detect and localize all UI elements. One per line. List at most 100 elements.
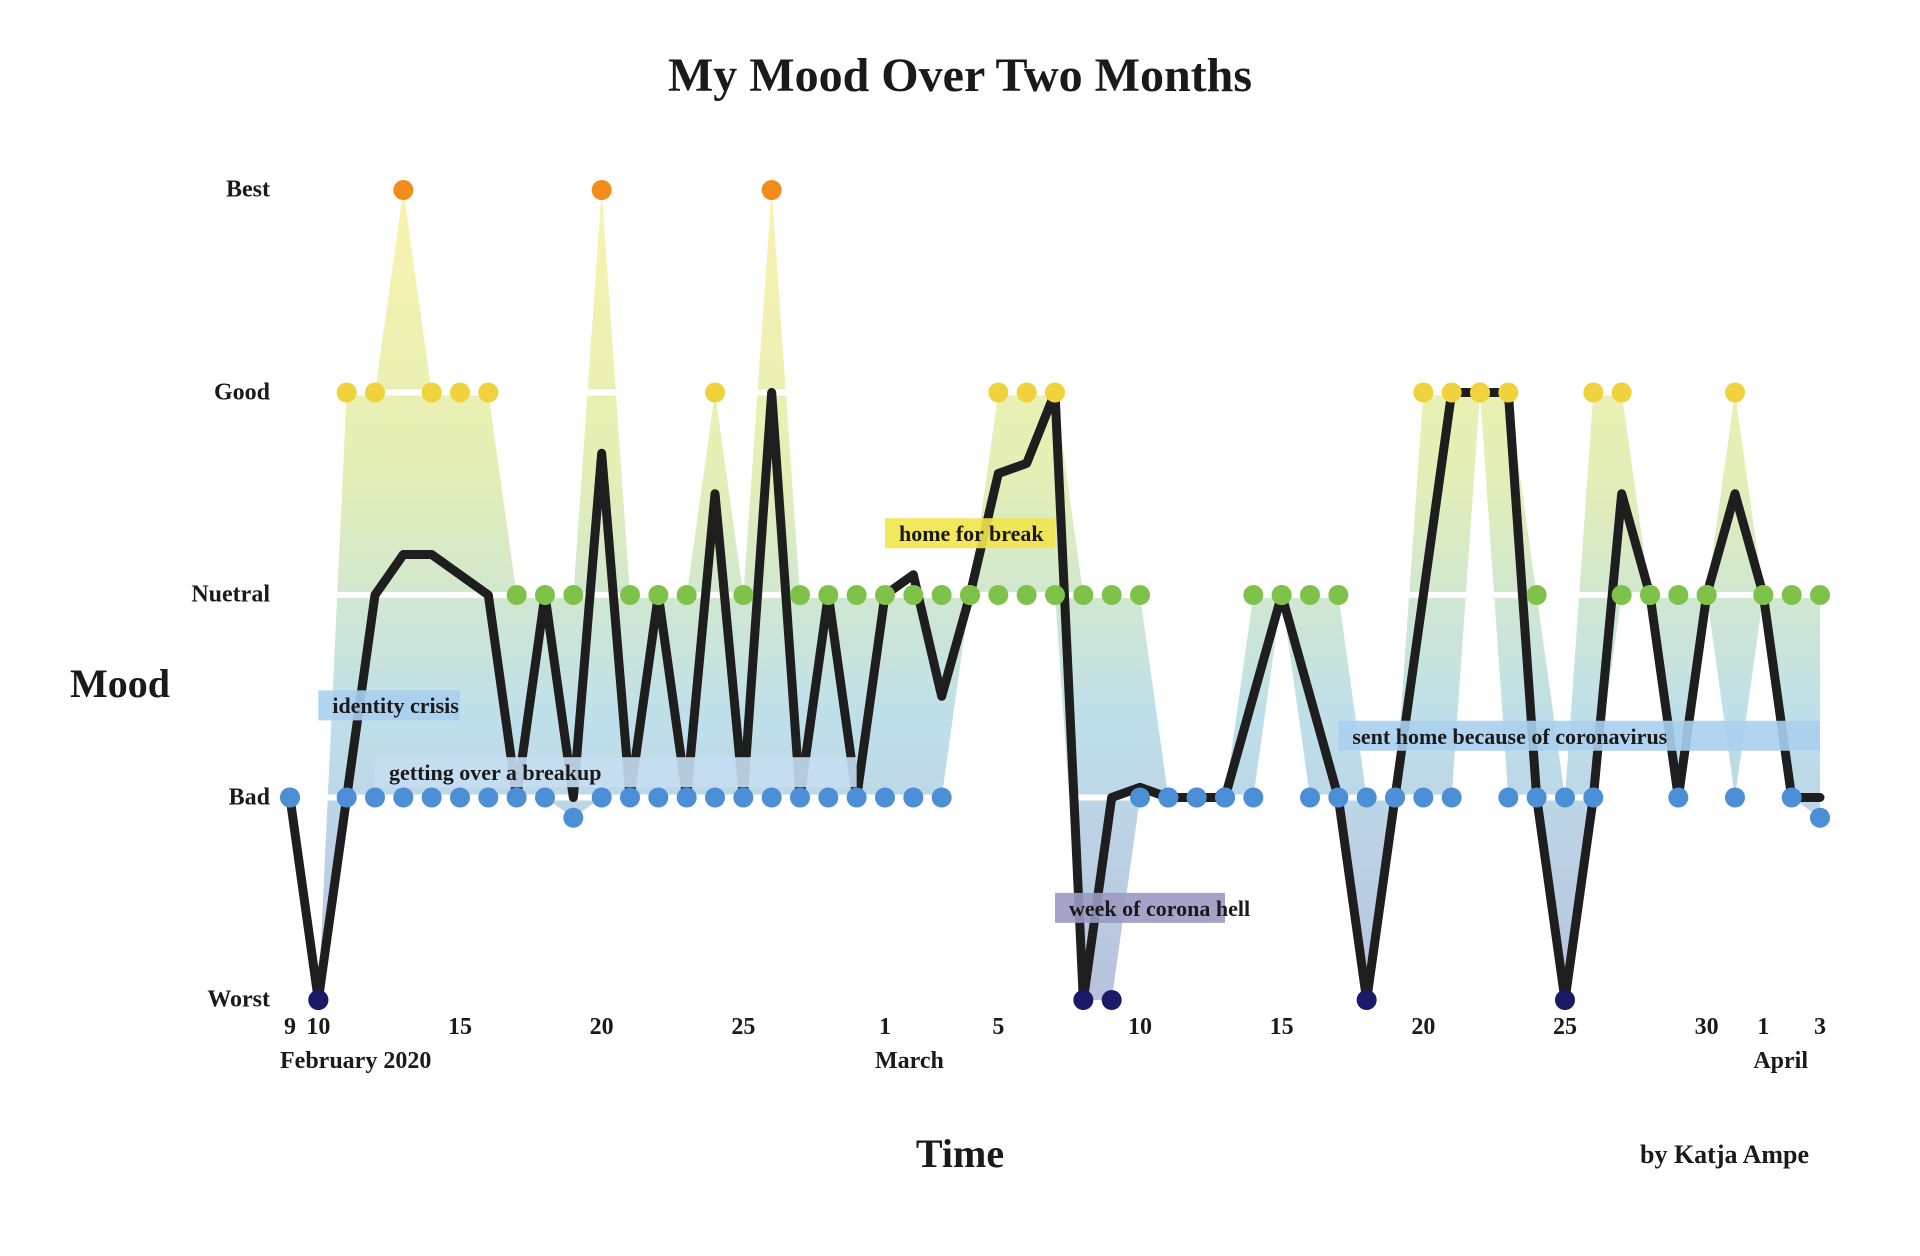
high-marker (1017, 383, 1037, 403)
low-marker (705, 788, 725, 808)
high-marker (1725, 383, 1745, 403)
x-axis-title: Time (860, 1130, 1060, 1177)
high-marker (1810, 585, 1830, 605)
low-marker (1187, 788, 1207, 808)
high-marker (1045, 383, 1065, 403)
low-marker (1527, 788, 1547, 808)
low-marker (1357, 990, 1377, 1010)
low-marker (1753, 585, 1773, 605)
low-marker (875, 788, 895, 808)
low-marker (1413, 788, 1433, 808)
x-tick-label: 20 (590, 1014, 614, 1041)
high-marker (1328, 585, 1348, 605)
low-marker (1243, 788, 1263, 808)
high-marker (422, 383, 442, 403)
high-marker (677, 585, 697, 605)
x-month-label: April (1753, 1048, 1808, 1075)
high-marker (450, 383, 470, 403)
low-marker (1697, 585, 1717, 605)
y-tick-label: Worst (150, 987, 270, 1014)
low-marker (733, 788, 753, 808)
high-marker (620, 585, 640, 605)
low-marker (1555, 990, 1575, 1010)
low-marker (478, 788, 498, 808)
low-marker (677, 788, 697, 808)
high-marker (790, 585, 810, 605)
high-marker (1583, 383, 1603, 403)
x-tick-label: 20 (1411, 1014, 1435, 1041)
y-tick-label: Bad (150, 784, 270, 811)
y-axis-title: Mood (70, 660, 170, 707)
x-tick-label: 1 (1757, 1014, 1769, 1041)
low-marker (422, 788, 442, 808)
x-tick-label: 5 (992, 1014, 1004, 1041)
x-tick-label: 1 (879, 1014, 891, 1041)
low-marker (1272, 585, 1292, 605)
low-marker (1470, 383, 1490, 403)
x-tick-label: 25 (731, 1014, 755, 1041)
x-tick-label: 30 (1695, 1014, 1719, 1041)
y-tick-label: Best (150, 177, 270, 204)
x-tick-label: 10 (306, 1014, 330, 1041)
high-marker (1102, 585, 1122, 605)
high-marker (1073, 585, 1093, 605)
x-tick-label: 25 (1553, 1014, 1577, 1041)
high-marker (478, 383, 498, 403)
x-tick-label: 9 (284, 1014, 296, 1041)
low-marker (1668, 788, 1688, 808)
low-marker (1583, 788, 1603, 808)
high-marker (1612, 383, 1632, 403)
low-marker (1130, 788, 1150, 808)
x-tick-label: 10 (1128, 1014, 1152, 1041)
annotation-label: week of corona hell (1061, 894, 1258, 924)
high-marker (1442, 383, 1462, 403)
high-marker (592, 180, 612, 200)
low-marker (1215, 788, 1235, 808)
low-marker (960, 585, 980, 605)
low-marker (847, 788, 867, 808)
low-marker (1725, 788, 1745, 808)
high-marker (1668, 585, 1688, 605)
high-marker (733, 585, 753, 605)
high-marker (1357, 788, 1377, 808)
high-marker (507, 585, 527, 605)
low-marker (1102, 990, 1122, 1010)
low-marker (1810, 808, 1830, 828)
high-marker (1243, 585, 1263, 605)
low-marker (308, 990, 328, 1010)
low-marker (1442, 788, 1462, 808)
high-marker (1498, 383, 1518, 403)
low-marker (393, 788, 413, 808)
low-marker (535, 788, 555, 808)
high-marker (903, 585, 923, 605)
y-tick-label: Good (150, 379, 270, 406)
low-marker (280, 788, 300, 808)
annotation-label: getting over a breakup (381, 758, 609, 788)
x-month-label: February 2020 (280, 1048, 431, 1075)
y-tick-label: Nuetral (150, 582, 270, 609)
low-marker (932, 788, 952, 808)
high-marker (875, 585, 895, 605)
high-marker (705, 383, 725, 403)
high-marker (988, 383, 1008, 403)
low-marker (1498, 788, 1518, 808)
high-marker (847, 585, 867, 605)
low-marker (620, 788, 640, 808)
low-marker (1045, 585, 1065, 605)
high-marker (1782, 585, 1802, 605)
low-marker (1385, 788, 1405, 808)
high-marker (365, 383, 385, 403)
low-marker (450, 788, 470, 808)
low-marker (337, 788, 357, 808)
high-marker (1527, 585, 1547, 605)
high-marker (1300, 585, 1320, 605)
low-marker (1328, 788, 1348, 808)
low-marker (1073, 990, 1093, 1010)
high-marker (393, 180, 413, 200)
low-marker (988, 585, 1008, 605)
low-marker (507, 788, 527, 808)
annotation-label: identity crisis (324, 691, 467, 721)
low-marker (790, 788, 810, 808)
low-marker (648, 788, 668, 808)
low-marker (762, 788, 782, 808)
